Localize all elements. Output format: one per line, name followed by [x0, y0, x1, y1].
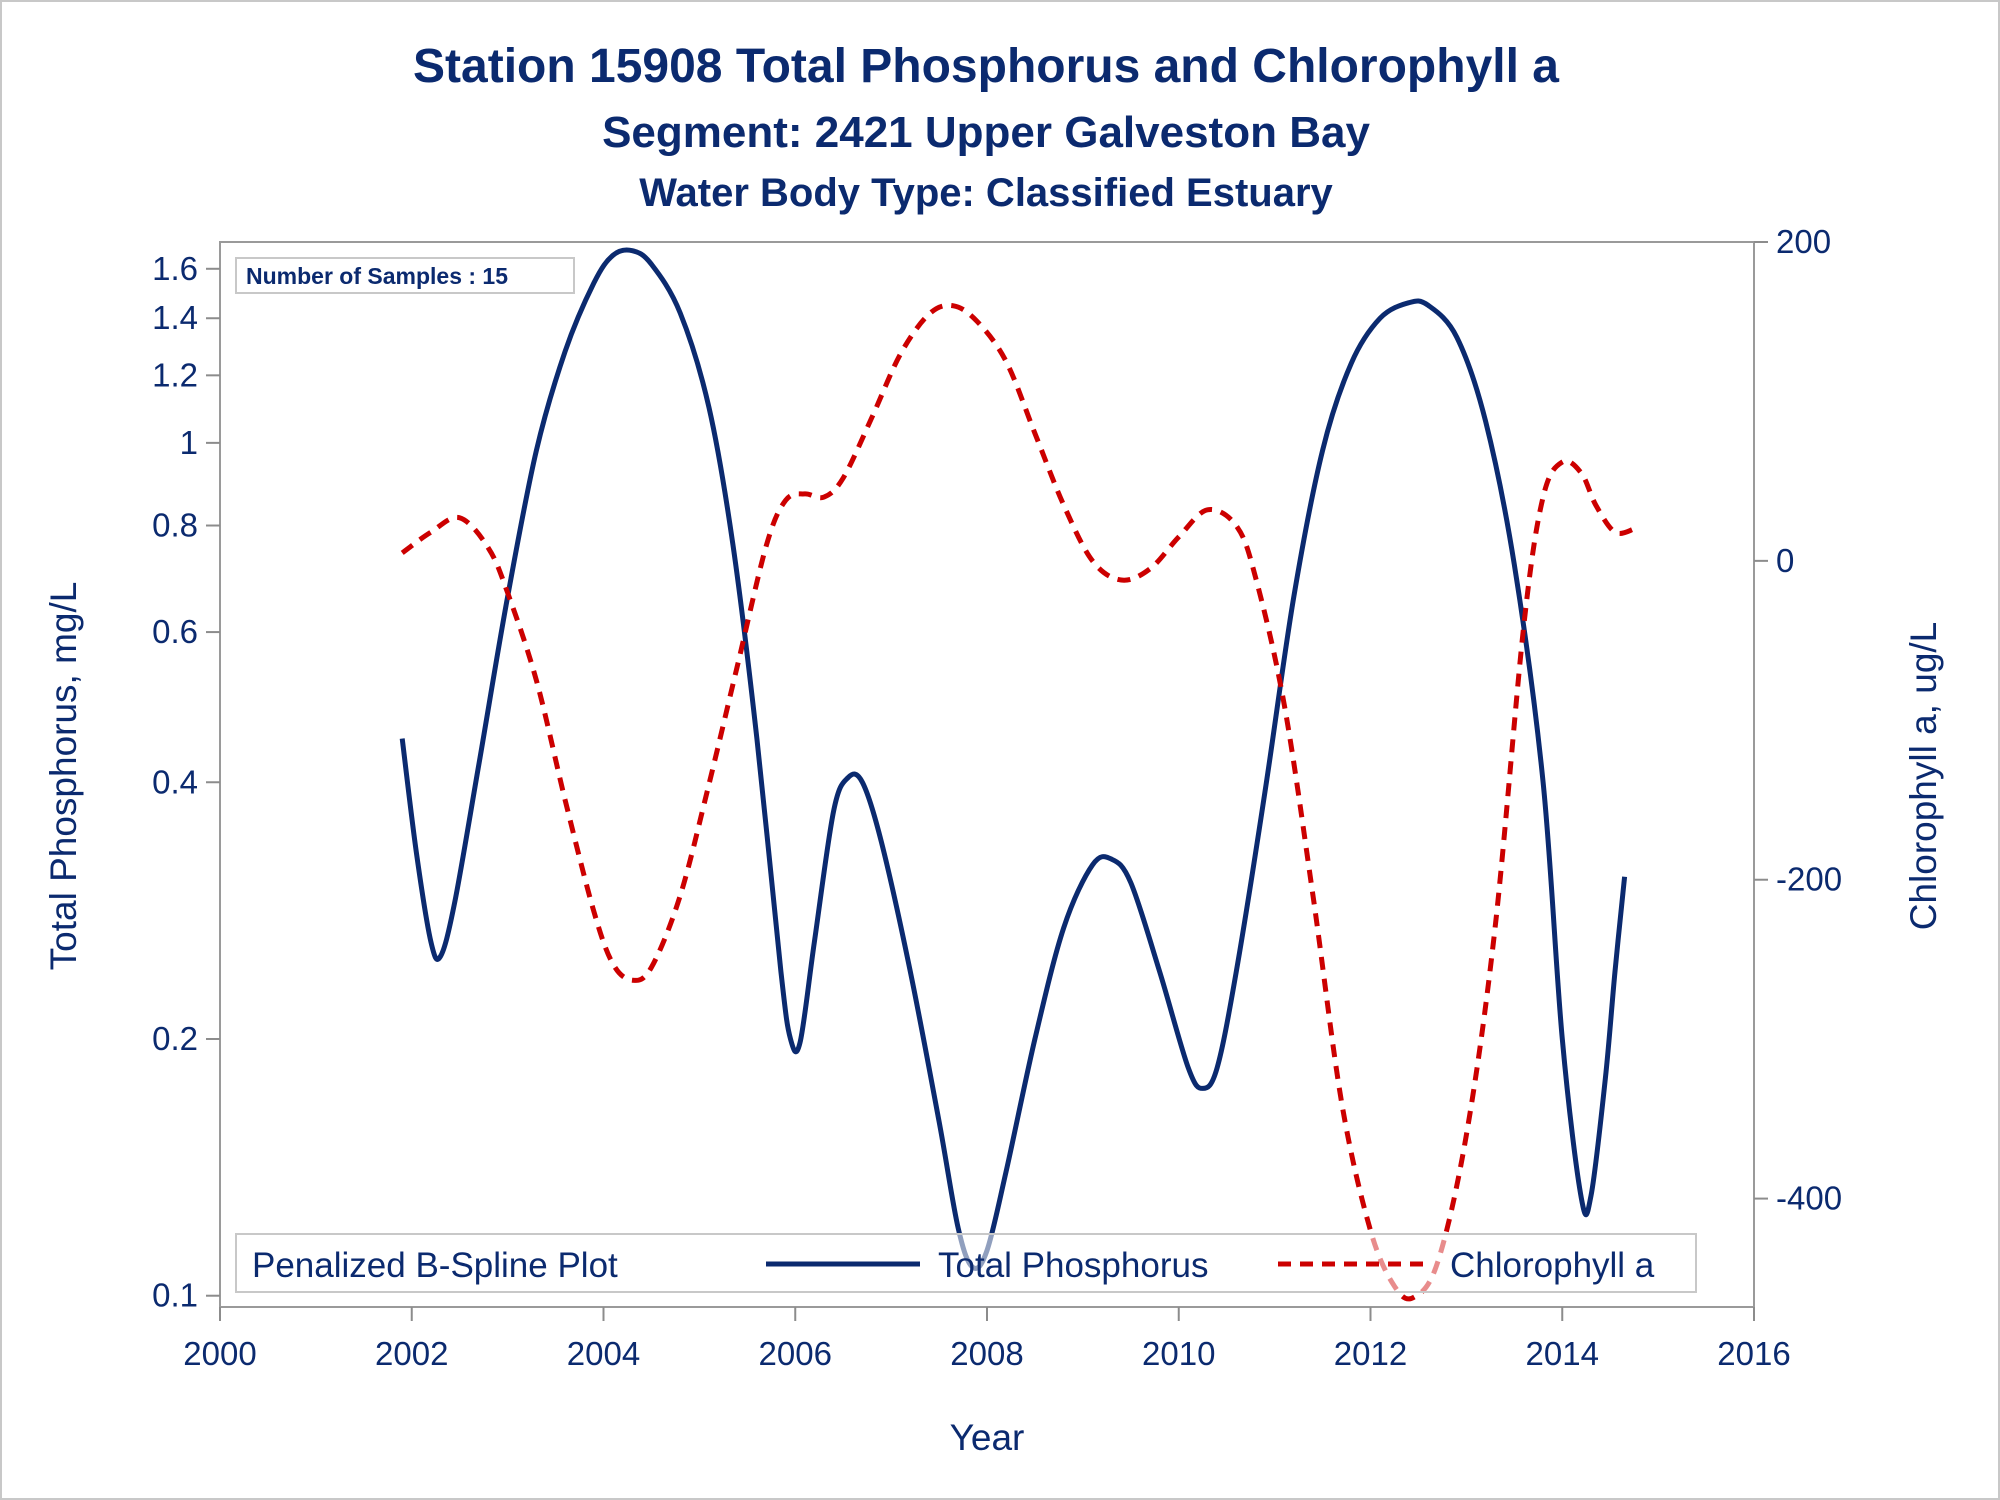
x-axis-label: Year: [950, 1417, 1025, 1458]
x-tick-label: 2012: [1334, 1335, 1407, 1372]
y-left-tick-label: 1.6: [152, 250, 198, 287]
y-axis-left: 0.1 0.2 0.4 0.6 0.8 1 1.2 1.4 1.6: [152, 250, 220, 1314]
x-tick-label: 2000: [183, 1335, 256, 1372]
x-tick-label: 2008: [950, 1335, 1023, 1372]
y-right-tick-label: -200: [1776, 861, 1842, 898]
y-left-tick-label: 0.6: [152, 613, 198, 650]
x-tick-label: 2006: [759, 1335, 832, 1372]
chart-subtitle: Segment: 2421 Upper Galveston Bay: [602, 108, 1370, 157]
chart-subtitle-2: Water Body Type: Classified Estuary: [639, 171, 1333, 215]
y-right-tick-label: 200: [1776, 223, 1831, 260]
y-left-tick-label: 0.8: [152, 507, 198, 544]
y-left-tick-label: 1.4: [152, 299, 198, 336]
y-axis-left-label: Total Phosphorus, mg/L: [43, 582, 84, 971]
y-axis-right-label: Chlorophyll a, ug/L: [1903, 622, 1944, 931]
y-axis-right: 200 0 -200 -400: [1754, 223, 1842, 1217]
x-tick-label: 2004: [567, 1335, 640, 1372]
sample-count-box: [235, 257, 575, 294]
y-left-tick-label: 0.1: [152, 1277, 198, 1314]
plot-area: [219, 241, 1755, 1308]
y-left-tick-label: 1: [180, 424, 198, 461]
x-axis: 2000 2002 2004 2006 2008 2010 2012 2014 2016: [183, 1307, 1791, 1372]
legend-title: Penalized B-Spline Plot: [252, 1246, 618, 1285]
chart-title: Station 15908 Total Phosphorus and Chlor…: [413, 40, 1559, 93]
legend-label-chlorophyll-a: Chlorophyll a: [1450, 1246, 1655, 1285]
x-tick-label: 2002: [375, 1335, 448, 1372]
y-left-tick-label: 0.2: [152, 1020, 198, 1057]
x-tick-label: 2014: [1526, 1335, 1599, 1372]
series-line-chlorophyll-a: [400, 302, 1635, 1302]
y-right-tick-label: 0: [1776, 542, 1794, 579]
legend-label-total-phosphorus: Total Phosphorus: [938, 1246, 1208, 1285]
y-left-tick-label: 1.2: [152, 356, 198, 393]
sample-count-text: Number of Samples : 15: [246, 263, 508, 289]
x-tick-label: 2010: [1142, 1335, 1215, 1372]
x-tick-label: 2016: [1717, 1335, 1790, 1372]
y-left-tick-label: 0.4: [152, 763, 198, 800]
y-right-tick-label: -400: [1776, 1180, 1842, 1217]
legend-box: [235, 1233, 1697, 1293]
legend: Penalized B-Spline Plot Total Phosphorus…: [235, 1233, 1697, 1293]
